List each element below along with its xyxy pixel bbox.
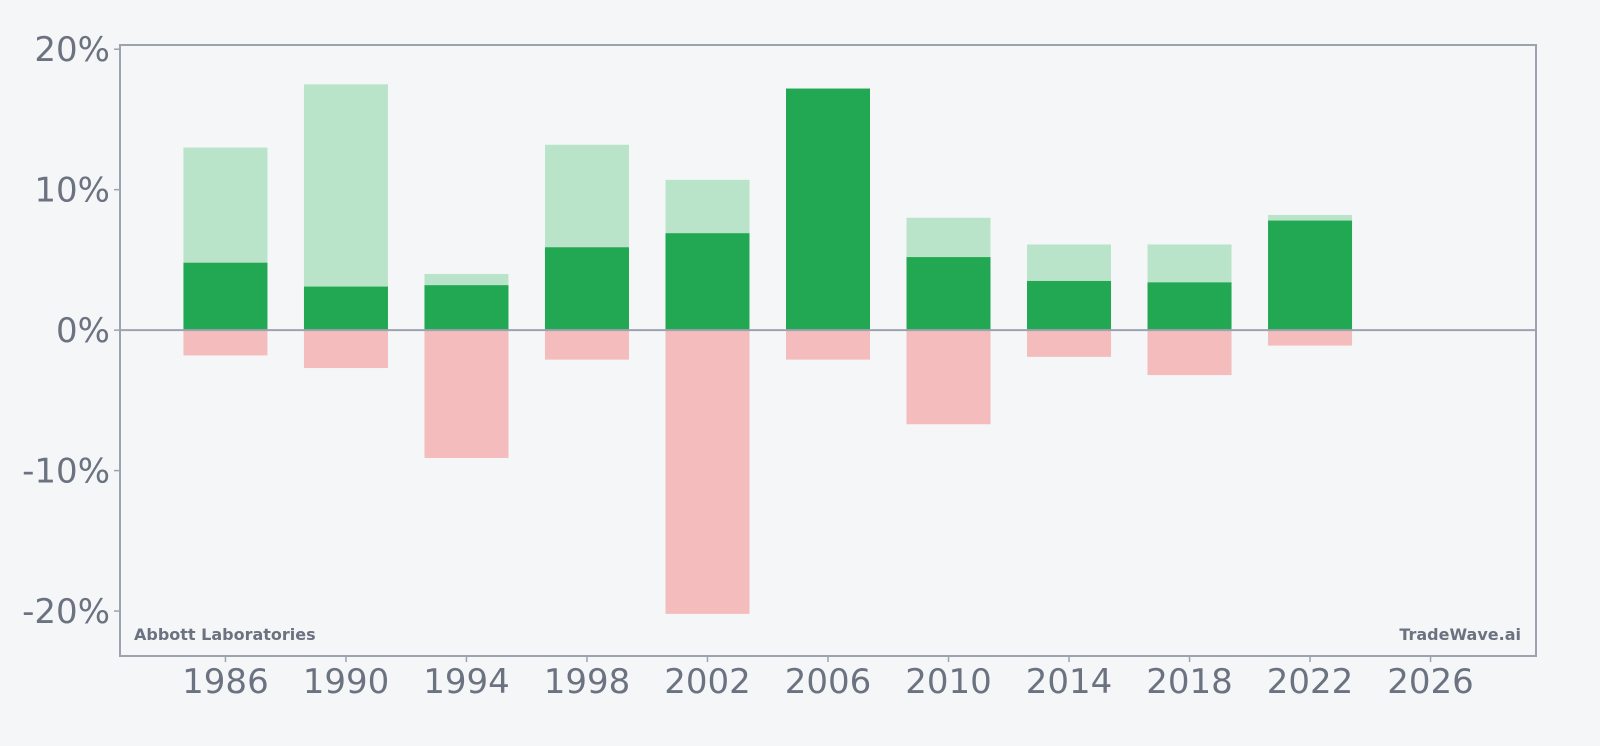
bar-low-1990 xyxy=(303,330,388,369)
x-tick-label: 2026 xyxy=(1387,662,1474,702)
bar-low-2002 xyxy=(665,330,750,614)
bar-low-1994 xyxy=(424,330,509,458)
x-axis: 1986 1990 1994 1998 2002 2006 2010 2014 2018 2022… xyxy=(182,656,1474,702)
bar-main-1990 xyxy=(303,286,388,331)
x-tick-label: 1990 xyxy=(303,662,390,702)
bar-low-2022 xyxy=(1268,330,1353,346)
y-tick-label: 0% xyxy=(56,311,110,351)
bar-low-2010 xyxy=(906,330,991,425)
bar-main-2006 xyxy=(786,88,870,331)
bar-main-2010 xyxy=(906,257,991,331)
bar-main-1986 xyxy=(183,262,268,331)
company-label: Abbott Laboratories xyxy=(134,625,316,644)
bar-low-2006 xyxy=(786,330,870,360)
bar-low-2014 xyxy=(1027,330,1112,357)
y-tick-label: 10% xyxy=(34,171,110,211)
y-tick-label: 20% xyxy=(34,30,110,70)
x-tick-label: 2006 xyxy=(785,662,872,702)
bar-low-1998 xyxy=(544,330,629,360)
x-tick-label: 2018 xyxy=(1146,662,1233,702)
y-tick-label: -10% xyxy=(22,452,110,492)
x-tick-label: 2002 xyxy=(664,662,751,702)
x-tick-label: 2010 xyxy=(905,662,992,702)
bar-low-1986 xyxy=(183,330,268,356)
bar-main-2002 xyxy=(665,233,750,331)
bar-main-1998 xyxy=(544,247,629,331)
bar-main-1994 xyxy=(424,285,509,331)
x-tick-label: 2022 xyxy=(1267,662,1354,702)
bar-main-2018 xyxy=(1147,282,1232,331)
y-tick-label: -20% xyxy=(22,592,110,632)
x-tick-label: 2014 xyxy=(1026,662,1113,702)
brand-watermark: TradeWave.ai xyxy=(1399,625,1521,644)
bar-main-2022 xyxy=(1268,220,1353,331)
bars-low-series xyxy=(183,330,1353,614)
x-tick-label: 1998 xyxy=(544,662,631,702)
bars-main-series xyxy=(183,88,1353,331)
y-axis: 20% 10% 0% -10% -20% xyxy=(22,30,120,632)
bar-main-2014 xyxy=(1027,280,1112,331)
bar-low-2018 xyxy=(1147,330,1232,376)
x-tick-label: 1986 xyxy=(182,662,269,702)
x-tick-label: 1994 xyxy=(423,662,510,702)
